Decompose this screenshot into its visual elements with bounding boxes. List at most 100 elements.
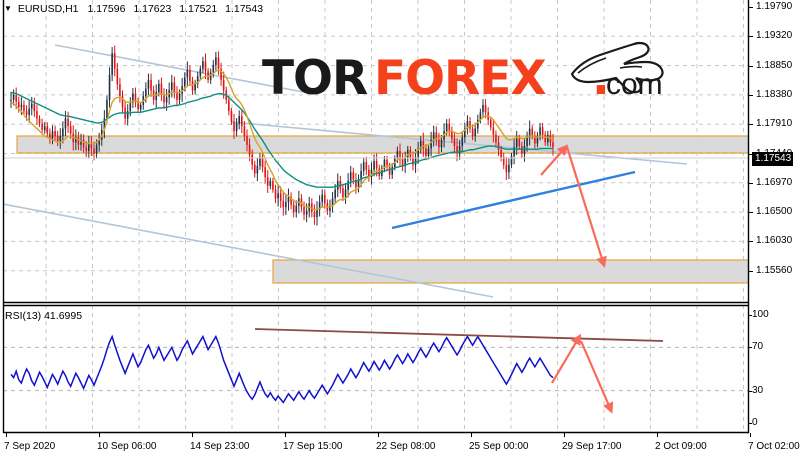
time-axis-label: 2 Oct 09:00 — [655, 441, 707, 452]
candle-body — [458, 146, 461, 154]
forecast-down-arrow — [565, 146, 607, 268]
candle-body — [23, 104, 25, 112]
candle-body — [178, 93, 181, 100]
candle-body — [476, 119, 479, 129]
candle-body — [334, 189, 336, 199]
candle-body — [266, 177, 269, 186]
time-axis-label: 17 Sep 15:00 — [283, 441, 343, 452]
candle-body — [466, 121, 469, 129]
candle-body — [113, 53, 116, 69]
candle-body — [238, 116, 241, 124]
candle-body — [435, 132, 438, 140]
candle-body — [69, 126, 72, 134]
candle-body — [430, 139, 432, 149]
channel-trendlines — [3, 44, 688, 298]
candle-body — [49, 133, 51, 139]
candle-body — [482, 104, 484, 113]
rsi-vertical-gridlines — [45, 305, 744, 433]
candle-body — [432, 132, 435, 140]
candle-body — [217, 57, 220, 69]
candle-body — [360, 170, 362, 180]
candle-body — [292, 204, 295, 213]
candle-body — [209, 72, 212, 80]
quote-close: 1.17543 — [225, 3, 264, 15]
candle-body — [355, 179, 357, 188]
candle-body — [75, 137, 77, 143]
candle-body — [10, 99, 12, 101]
rsi-axis-tick — [749, 390, 752, 392]
rsi-axis-tick — [749, 315, 752, 316]
candle-body — [414, 157, 417, 165]
quote-header: ▼ EURUSD,H1 1.17596 1.17623 1.17521 1.17… — [4, 3, 268, 15]
time-axis-tick — [471, 433, 472, 437]
rsi-plot-area[interactable] — [3, 305, 748, 433]
candle-body — [469, 121, 471, 129]
candle-body — [513, 147, 515, 156]
time-axis-tick — [750, 433, 751, 437]
candle-body — [425, 148, 427, 156]
candle-body — [489, 119, 492, 128]
price-chart-pane[interactable]: TOR FOREX . com ▼ EURUSD,H1 1.17596 1.17… — [0, 0, 808, 303]
candle-body — [544, 134, 547, 143]
candle-body — [59, 136, 62, 142]
candle-body — [170, 82, 173, 90]
candle-body — [329, 205, 331, 211]
candle-body — [547, 134, 549, 143]
resistance-zone — [16, 135, 748, 154]
candle-body — [90, 143, 93, 149]
candle-body — [235, 123, 238, 132]
candle-body — [269, 180, 272, 186]
candle-body — [77, 137, 80, 145]
candle-body — [370, 169, 373, 178]
candle-body — [220, 68, 222, 80]
candle-body — [448, 123, 451, 132]
candle-body — [536, 136, 539, 144]
candle-body — [121, 96, 124, 108]
candle-body — [427, 148, 430, 156]
candle-body — [150, 79, 152, 91]
price-plot-area[interactable] — [3, 0, 748, 303]
caret-down-icon[interactable]: ▼ — [4, 4, 12, 13]
candle-body — [145, 88, 147, 97]
candle-body — [528, 128, 531, 138]
candle-body — [440, 139, 443, 148]
forecast-up-arrow — [540, 144, 569, 176]
candle-body — [404, 158, 406, 166]
support-zone — [272, 259, 748, 284]
rsi-chart-svg — [3, 305, 748, 433]
candle-body — [155, 92, 158, 100]
time-axis-label: 25 Sep 00:00 — [469, 441, 529, 452]
candle-body — [129, 102, 132, 112]
candle-body — [204, 61, 207, 72]
candle-body — [438, 139, 440, 148]
candle-body — [383, 159, 386, 169]
candle-body — [103, 118, 106, 130]
candle-body — [191, 81, 194, 91]
candle-body — [316, 209, 318, 218]
rsi-indicator-pane[interactable]: 100 70 30 0 — [0, 305, 808, 433]
candle-body — [479, 112, 482, 120]
time-axis-tick — [564, 433, 565, 437]
time-axis-tick — [378, 433, 379, 437]
candle-body — [500, 149, 502, 158]
candle-body — [539, 127, 541, 137]
price-axis-label: 1.16500 — [756, 206, 793, 218]
time-axis-label: 14 Sep 23:00 — [190, 441, 250, 452]
candle-body — [534, 136, 536, 144]
candle-body — [43, 126, 46, 130]
mid-descending-trendline — [230, 121, 688, 165]
candle-body — [15, 94, 17, 102]
candle-body — [80, 139, 82, 145]
candle-body — [445, 123, 448, 132]
candle-body — [417, 148, 419, 158]
price-axis-label: 1.19320 — [756, 30, 793, 42]
ma-slow-line — [10, 91, 553, 188]
price-axis-tick — [749, 270, 753, 272]
candle-body — [12, 94, 15, 100]
candle-body — [240, 116, 243, 127]
candle-body — [165, 97, 168, 103]
candle-body — [111, 53, 113, 75]
candle-body — [126, 111, 129, 119]
rsi-level-lines — [3, 346, 748, 392]
candle-body — [147, 79, 150, 89]
